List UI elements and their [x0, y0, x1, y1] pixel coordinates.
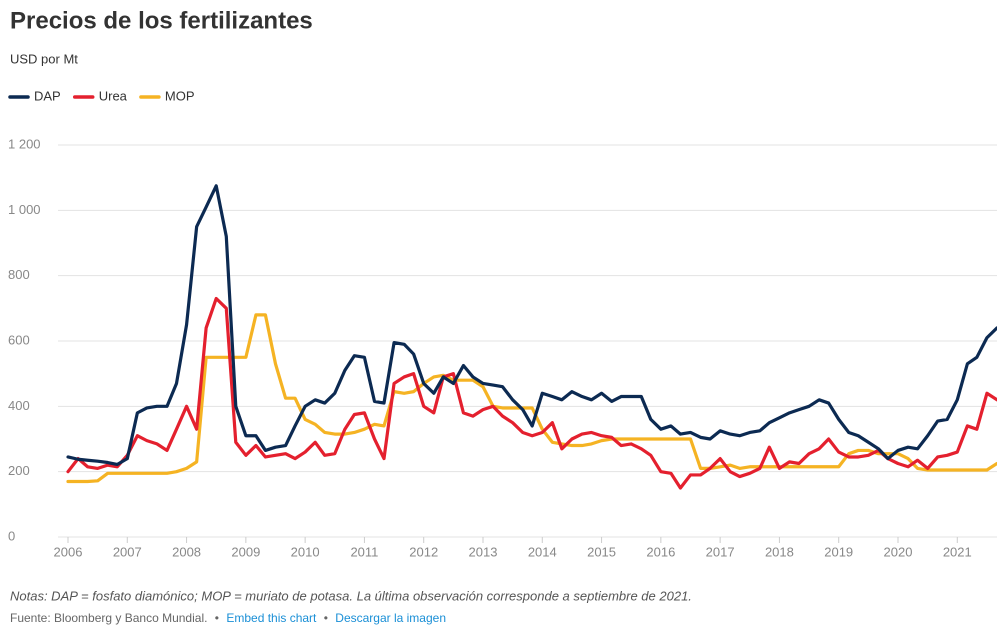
x-tick-label: 2007: [113, 544, 142, 559]
footer: Fuente: Bloomberg y Banco Mundial. • Emb…: [10, 611, 446, 625]
x-tick-label: 2015: [587, 544, 616, 559]
x-tick-label: 2011: [350, 544, 378, 559]
subtitle: USD por Mt: [10, 51, 78, 66]
separator: •: [215, 611, 219, 625]
y-tick-label: 1 000: [8, 202, 41, 217]
x-tick-label: 2014: [528, 544, 557, 559]
x-tick-label: 2016: [646, 544, 675, 559]
x-tick-label: 2006: [54, 544, 83, 559]
x-tick-label: 2018: [765, 544, 794, 559]
series-line: [66, 313, 997, 484]
x-tick-label: 2020: [884, 544, 913, 559]
separator: •: [324, 611, 328, 625]
y-tick-label: 1 200: [8, 136, 41, 151]
x-tick-label: 2012: [409, 544, 438, 559]
y-tick-label: 400: [8, 398, 30, 413]
chart-title: Precios de los fertilizantes: [10, 7, 313, 34]
legend-label: DAP: [34, 88, 61, 103]
legend: DAP Urea MOP: [8, 88, 195, 103]
y-tick-label: 0: [8, 528, 15, 543]
y-tick-label: 800: [8, 267, 30, 282]
y-tick-label: 600: [8, 332, 30, 347]
embed-link[interactable]: Embed this chart: [226, 611, 317, 625]
legend-label: MOP: [165, 88, 195, 103]
x-tick-label: 2013: [469, 544, 498, 559]
plot: 0 200 400 600 800 1 000 1 200 2006 2007 2008 2009 2…: [8, 136, 997, 559]
y-tick-label: 200: [8, 463, 30, 478]
legend-label: Urea: [99, 88, 128, 103]
download-link[interactable]: Descargar la imagen: [335, 611, 446, 625]
x-tick-label: 2009: [231, 544, 260, 559]
series-line: [66, 184, 997, 467]
x-tick-label: 2021: [943, 544, 972, 559]
x-tick-label: 2017: [706, 544, 735, 559]
x-tick-label: 2019: [824, 544, 853, 559]
source: Fuente: Bloomberg y Banco Mundial.: [10, 611, 207, 625]
x-tick-label: 2008: [172, 544, 201, 559]
note: Notas: DAP = fosfato diamónico; MOP = mu…: [10, 588, 692, 603]
x-tick-label: 2010: [291, 544, 320, 559]
series-line: [66, 296, 997, 490]
